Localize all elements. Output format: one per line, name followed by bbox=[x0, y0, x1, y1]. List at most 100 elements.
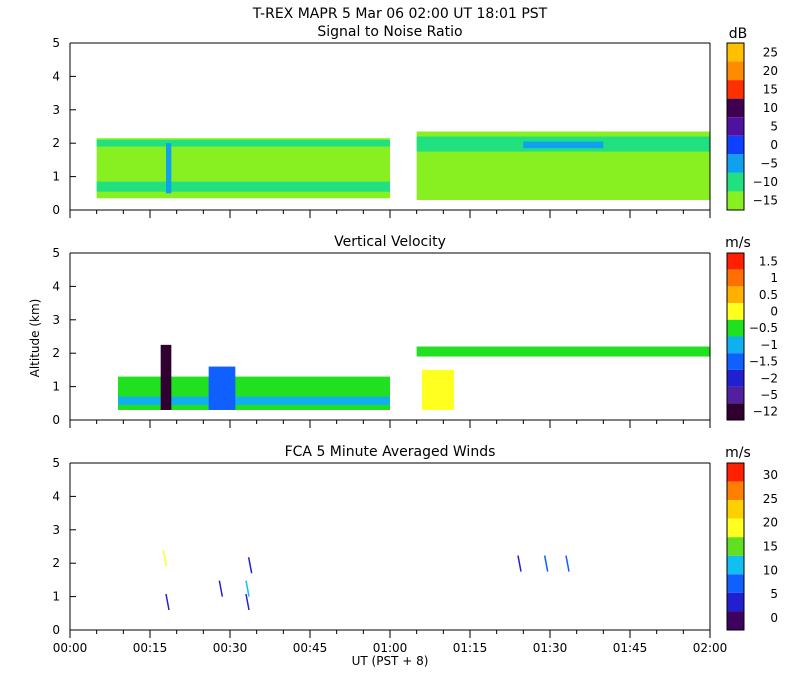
y-tick-label: 3 bbox=[52, 313, 60, 327]
colorbar-swatch bbox=[727, 574, 744, 593]
x-tick-label: 01:00 bbox=[373, 641, 408, 655]
wind-barb bbox=[245, 593, 250, 611]
colorbar-swatch bbox=[727, 135, 744, 155]
y-tick-label: 4 bbox=[52, 279, 60, 293]
y-tick-label: 1 bbox=[52, 380, 60, 394]
colorbar-swatch bbox=[727, 336, 744, 354]
colorbar-swatch bbox=[727, 303, 744, 320]
x-tick-label: 00:45 bbox=[293, 641, 328, 655]
panel-2: 0 1 2 3 4 5 1.5 1 0.5 0 −0.5 −1 −1.5 −2 −5 −12 bbox=[52, 246, 778, 428]
colorbar-swatch bbox=[727, 61, 744, 81]
y-tick-label: 1 bbox=[52, 590, 60, 604]
x-tick-label: 02:00 bbox=[693, 641, 728, 655]
colorbar-tick-label: −12 bbox=[753, 405, 778, 419]
colorbar-tick-label: −5 bbox=[760, 157, 778, 171]
colorbar-swatch bbox=[727, 117, 744, 136]
x-tick-label: 01:30 bbox=[533, 641, 568, 655]
colorbar-frame bbox=[726, 42, 745, 211]
colorbar-tick-label: 5 bbox=[770, 120, 778, 134]
colorbar-swatch bbox=[727, 191, 744, 210]
colorbar-tick-label: 1.5 bbox=[759, 254, 778, 268]
y-tick-label: 4 bbox=[52, 489, 60, 503]
colorbar-swatch bbox=[727, 592, 744, 612]
colorbar-swatch bbox=[727, 403, 744, 420]
colorbar-swatch bbox=[727, 80, 744, 99]
colorbar-tick-label: 30 bbox=[763, 468, 778, 482]
colorbar-tick-label: 10 bbox=[763, 563, 778, 577]
colorbar-swatch bbox=[727, 172, 744, 192]
y-tick-label: 3 bbox=[52, 103, 60, 117]
panel-title-velocity: Vertical Velocity bbox=[334, 234, 446, 250]
colorbar-tick-label: 0 bbox=[770, 138, 778, 152]
y-tick-label: 4 bbox=[52, 69, 60, 83]
colorbar-frame bbox=[726, 462, 745, 631]
wind-barb bbox=[218, 580, 224, 597]
wind-barb bbox=[162, 550, 168, 567]
data-region bbox=[416, 346, 710, 357]
main-title: T-REX MAPR 5 Mar 06 02:00 UT 18:01 PST bbox=[252, 6, 548, 22]
colorbar-unit-winds: m/s bbox=[725, 445, 751, 461]
colorbar-tick-label: −0.5 bbox=[749, 321, 778, 335]
data-region bbox=[422, 369, 454, 410]
data-region bbox=[208, 366, 236, 410]
colorbar-swatch bbox=[727, 269, 744, 287]
colorbar-tick-label: 15 bbox=[763, 540, 778, 554]
colorbar-tick-label: −15 bbox=[753, 194, 778, 208]
x-tick-label: 00:15 bbox=[133, 641, 168, 655]
y-tick-label: 0 bbox=[52, 623, 60, 637]
data-region bbox=[118, 396, 390, 405]
colorbar-swatch bbox=[727, 154, 744, 173]
colorbar-tick-label: 0 bbox=[770, 611, 778, 625]
colorbar-swatch bbox=[727, 369, 744, 387]
wind-barb bbox=[247, 557, 253, 574]
wind-barb bbox=[517, 555, 522, 572]
colorbar-tick-label: 0 bbox=[770, 304, 778, 318]
panel-title-winds: FCA 5 Minute Averaged Winds bbox=[285, 444, 496, 460]
colorbar-swatch bbox=[727, 353, 744, 370]
y-tick-label: 5 bbox=[52, 36, 60, 50]
data-region bbox=[96, 181, 391, 192]
colorbar-tick-label: −10 bbox=[753, 175, 778, 189]
colorbar-tick-label: 15 bbox=[763, 82, 778, 96]
x-axis-label: UT (PST + 8) bbox=[352, 654, 429, 668]
y-tick-label: 5 bbox=[52, 456, 60, 470]
colorbar-swatch bbox=[727, 286, 744, 304]
colorbar-tick-label: −1.5 bbox=[749, 355, 778, 369]
colorbar-tick-label: −1 bbox=[760, 338, 778, 352]
colorbar-tick-label: −5 bbox=[760, 388, 778, 402]
x-tick-label: 01:15 bbox=[453, 641, 488, 655]
panel-title-snr: Signal to Noise Ratio bbox=[317, 24, 462, 40]
wind-barb bbox=[165, 593, 170, 611]
colorbar-swatch bbox=[727, 43, 744, 62]
colorbar-frame bbox=[726, 252, 745, 421]
colorbar-swatch bbox=[727, 319, 744, 337]
colorbar-tick-label: 25 bbox=[763, 492, 778, 506]
colorbar-swatch bbox=[727, 555, 744, 575]
colorbar-swatch bbox=[727, 611, 744, 630]
colorbar-swatch bbox=[727, 463, 744, 482]
colorbar-tick-label: 10 bbox=[763, 101, 778, 115]
colorbar-tick-label: 5 bbox=[770, 587, 778, 601]
colorbar-tick-label: −2 bbox=[760, 371, 778, 385]
y-tick-label: 2 bbox=[52, 136, 60, 150]
colorbar-tick-label: 20 bbox=[763, 516, 778, 530]
panel-1: 0 1 2 3 4 5 25 20 15 10 5 0 −5 −10 −15 bbox=[52, 36, 778, 218]
colorbar-unit-snr: dB bbox=[729, 26, 748, 42]
y-tick-label: 1 bbox=[52, 170, 60, 184]
data-region bbox=[160, 344, 172, 410]
y-tick-label: 5 bbox=[52, 246, 60, 260]
colorbar-swatch bbox=[727, 537, 744, 556]
data-region bbox=[166, 143, 172, 194]
wind-barb bbox=[245, 580, 250, 597]
colorbar-tick-label: 20 bbox=[763, 64, 778, 78]
colorbar-swatch bbox=[727, 98, 744, 118]
colorbar-unit-velocity: m/s bbox=[725, 235, 751, 251]
colorbar-tick-label: 1 bbox=[770, 271, 778, 285]
wind-barb bbox=[543, 555, 549, 572]
x-tick-label: 00:30 bbox=[213, 641, 248, 655]
y-tick-label: 0 bbox=[52, 413, 60, 427]
colorbar-swatch bbox=[727, 253, 744, 270]
x-tick-label: 00:00 bbox=[53, 641, 88, 655]
data-region bbox=[96, 139, 391, 147]
